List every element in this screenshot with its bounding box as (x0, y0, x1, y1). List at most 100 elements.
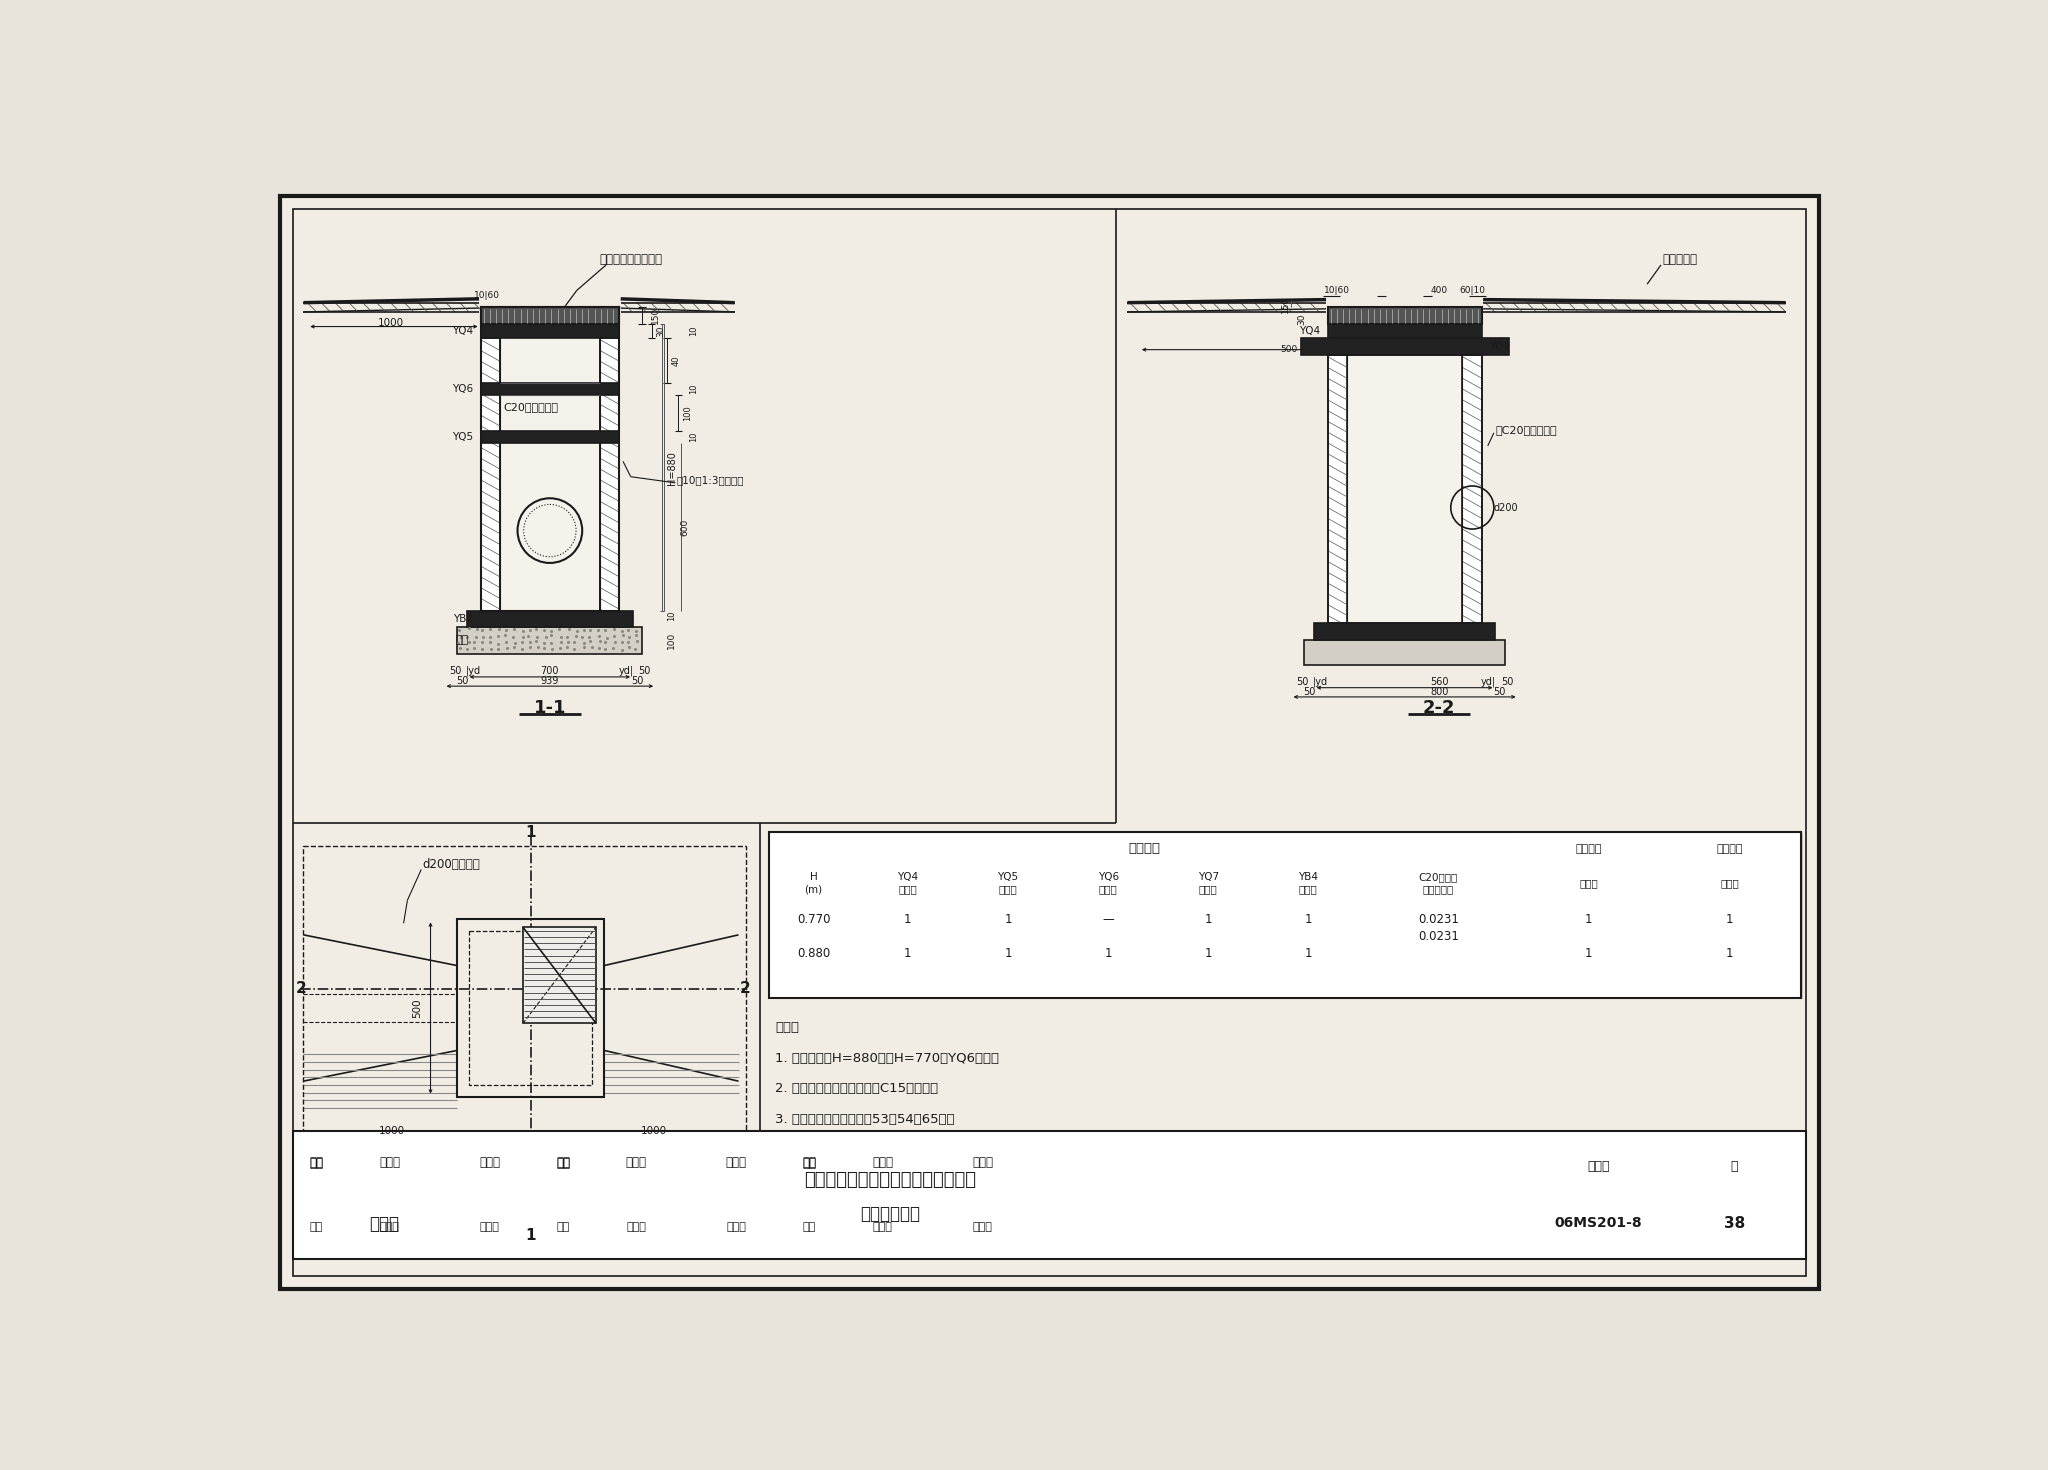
Text: 2-2: 2-2 (1423, 698, 1456, 717)
Text: 1000: 1000 (377, 319, 403, 328)
Text: YQ6: YQ6 (453, 384, 473, 394)
Bar (293, 1132, 1806, 1258)
Bar (481, 382, 618, 395)
Text: 铸铁井圈及铸铁箅子: 铸铁井圈及铸铁箅子 (600, 253, 662, 266)
Text: yd|: yd| (1481, 676, 1495, 686)
Text: 0.0231: 0.0231 (1417, 913, 1458, 926)
Bar (522, 928, 596, 1023)
Text: 盛关节: 盛关节 (625, 1157, 647, 1169)
Text: |yd: |yd (1313, 676, 1329, 686)
Bar (1313, 623, 1495, 639)
Bar (481, 431, 618, 442)
Text: 审核: 审核 (309, 1157, 324, 1169)
Bar (1327, 307, 1481, 325)
Text: 温丽晖: 温丽晖 (872, 1222, 893, 1232)
Text: 1: 1 (1204, 913, 1212, 926)
Text: 盛关节: 盛关节 (627, 1222, 645, 1232)
Text: 400: 400 (1432, 285, 1448, 295)
Text: 1. 本图所示为H=880，当H=770时YQ6取消。: 1. 本图所示为H=880，当H=770时YQ6取消。 (776, 1051, 999, 1064)
Text: 100: 100 (684, 404, 692, 420)
Text: 50: 50 (1296, 676, 1309, 686)
Text: 1: 1 (1726, 947, 1735, 960)
Text: 100: 100 (668, 632, 676, 648)
Text: 校对: 校对 (557, 1222, 569, 1232)
Bar (481, 307, 618, 612)
Text: YB4: YB4 (453, 614, 473, 625)
Text: 50: 50 (1305, 686, 1317, 697)
Text: 10: 10 (690, 431, 698, 442)
Text: 10|60: 10|60 (473, 291, 500, 300)
Text: 0.770: 0.770 (797, 913, 829, 926)
Bar (1462, 356, 1481, 623)
Text: 设计: 设计 (803, 1222, 815, 1232)
Text: 鸿工草: 鸿工草 (973, 1222, 993, 1232)
Text: 560: 560 (1430, 676, 1448, 686)
Bar (600, 325, 618, 612)
Text: 王懂山: 王懂山 (379, 1222, 399, 1232)
Text: |yd: |yd (467, 666, 481, 676)
Bar (457, 919, 604, 1097)
Text: YQ5: YQ5 (453, 432, 473, 441)
Text: YQ7: YQ7 (1489, 341, 1509, 351)
Text: 1: 1 (1204, 947, 1212, 960)
Text: 50: 50 (639, 666, 651, 676)
Text: （个）: （个） (1579, 878, 1597, 888)
Bar (600, 338, 618, 612)
Text: 温丽晖: 温丽晖 (872, 1157, 893, 1169)
Text: 铸铁箅子: 铸铁箅子 (1575, 844, 1602, 854)
Text: 1: 1 (1585, 913, 1593, 926)
Text: 1-1: 1-1 (535, 698, 565, 717)
Text: C20细石混
凝土（㎡）: C20细石混 凝土（㎡） (1419, 873, 1458, 894)
Text: 0.0231: 0.0231 (1417, 931, 1458, 942)
Text: 2: 2 (295, 982, 307, 997)
Text: 06MS201-8: 06MS201-8 (1554, 1216, 1642, 1230)
Text: 校对: 校对 (555, 1157, 569, 1169)
Text: 1: 1 (1004, 947, 1012, 960)
Text: 0.880: 0.880 (797, 947, 829, 960)
Bar (481, 325, 500, 612)
Text: YQ4
（块）: YQ4 （块） (897, 873, 918, 894)
Text: 939: 939 (541, 676, 559, 685)
Text: 叶恒山: 叶恒山 (479, 1157, 500, 1169)
Text: 60|10: 60|10 (1460, 285, 1485, 295)
Text: 10|60: 10|60 (1323, 285, 1350, 295)
Text: 1: 1 (526, 1227, 537, 1242)
Text: YQ7
（块）: YQ7 （块） (1198, 873, 1219, 894)
Text: 500: 500 (412, 998, 422, 1017)
Text: 设计: 设计 (803, 1157, 817, 1169)
Text: 校对: 校对 (555, 1157, 569, 1170)
Text: 班是平: 班是平 (727, 1222, 745, 1232)
Bar (469, 931, 592, 1085)
Bar (467, 612, 633, 626)
Text: 1: 1 (903, 947, 911, 960)
Text: d200: d200 (1493, 503, 1518, 513)
Bar (1327, 325, 1481, 338)
Text: 150: 150 (651, 307, 659, 325)
Text: 设计: 设计 (803, 1157, 817, 1170)
Text: —: — (1102, 913, 1114, 926)
Text: 1: 1 (1585, 947, 1593, 960)
Text: 50: 50 (449, 666, 461, 676)
Text: （个）: （个） (1720, 878, 1739, 888)
Text: yd|: yd| (618, 666, 633, 676)
Text: H=880: H=880 (666, 451, 676, 485)
Text: 1: 1 (526, 825, 537, 839)
Text: 50: 50 (631, 676, 643, 685)
Text: H
(m): H (m) (805, 873, 823, 894)
Text: 1: 1 (1104, 947, 1112, 960)
Text: 50: 50 (1493, 686, 1505, 697)
Text: 38: 38 (1724, 1216, 1745, 1230)
Text: 人行道铺装: 人行道铺装 (1663, 253, 1698, 266)
Text: （铸铁井圈）: （铸铁井圈） (860, 1205, 920, 1223)
Text: 2. 垫层材料为碎石、粗砂或C15混凝土。: 2. 垫层材料为碎石、粗砂或C15混凝土。 (776, 1082, 938, 1095)
Text: 150: 150 (1280, 295, 1290, 313)
Text: 说明：: 说明： (776, 1020, 799, 1033)
Text: 10: 10 (668, 610, 676, 620)
Text: 1: 1 (1726, 913, 1735, 926)
Text: YQ5
（块）: YQ5 （块） (997, 873, 1018, 894)
Text: 1: 1 (1004, 913, 1012, 926)
Bar (1327, 356, 1348, 623)
Text: 审核: 审核 (309, 1222, 324, 1232)
Bar (1348, 356, 1462, 623)
Text: 1000: 1000 (379, 1126, 406, 1136)
